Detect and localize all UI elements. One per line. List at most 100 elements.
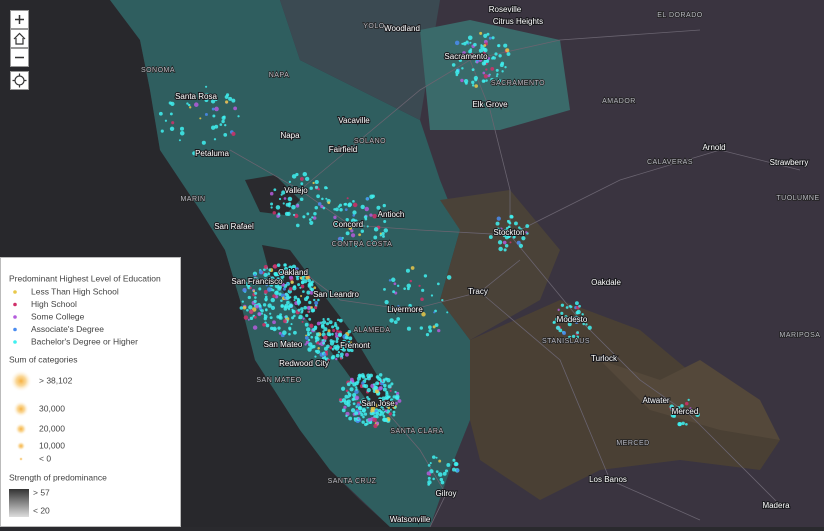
dot (301, 320, 304, 323)
dot (378, 373, 383, 377)
dot (252, 282, 256, 286)
dot (258, 270, 264, 275)
locate-icon (12, 73, 27, 88)
dot (352, 202, 358, 208)
dot (213, 138, 217, 141)
dot (498, 246, 503, 252)
dot (367, 417, 372, 422)
dot (463, 78, 469, 84)
size-label: 10,000 (39, 440, 65, 450)
dot (292, 213, 296, 217)
dot (365, 422, 369, 426)
dot (169, 126, 175, 131)
region-label: STANISLAUS (542, 338, 590, 345)
dot (231, 98, 236, 103)
dot (346, 382, 351, 387)
dot (345, 231, 350, 236)
dot (394, 390, 397, 394)
dot (317, 346, 320, 350)
dot (288, 303, 293, 308)
dot (496, 216, 501, 221)
home-icon (13, 32, 26, 45)
dot (437, 472, 443, 477)
dot (317, 202, 322, 206)
dot (290, 323, 293, 326)
dot (278, 292, 282, 296)
dot (345, 389, 349, 393)
region-label: MARIN (180, 196, 205, 203)
region-label: SOLANO (354, 138, 386, 145)
dot (314, 179, 319, 185)
dot (347, 221, 352, 227)
dot (340, 386, 346, 391)
dot (288, 275, 294, 280)
locate-button[interactable] (10, 71, 29, 90)
dot (354, 389, 359, 395)
dot (477, 53, 482, 58)
dot (309, 323, 314, 328)
dot (269, 326, 274, 331)
dot (396, 317, 401, 321)
city-label: Roseville (489, 5, 522, 14)
dot (558, 328, 563, 333)
dot (264, 295, 268, 299)
dot (557, 308, 560, 311)
dot (309, 220, 314, 226)
dot (331, 355, 336, 360)
dot (352, 200, 355, 203)
legend-swatch (13, 290, 17, 294)
dot (425, 333, 430, 337)
dot (378, 397, 382, 401)
zoom-out-button[interactable] (10, 48, 29, 67)
dot (335, 340, 339, 344)
dot (423, 274, 428, 278)
dot (335, 337, 339, 341)
dot (263, 314, 268, 319)
dot (219, 123, 223, 126)
dot (249, 316, 254, 321)
dot (291, 204, 296, 210)
city-label: Stockton (493, 228, 524, 237)
dot (460, 78, 464, 83)
home-button[interactable] (10, 29, 29, 48)
city-label: San Francisco (231, 277, 283, 286)
dot (483, 44, 487, 47)
dot (393, 282, 397, 286)
dot (273, 272, 278, 277)
dot (286, 300, 290, 305)
dot (353, 219, 358, 224)
region-label: NAPA (269, 72, 290, 79)
dot (312, 298, 316, 302)
merced-region (470, 300, 780, 500)
dot (225, 100, 229, 104)
city-label: Atwater (642, 396, 669, 405)
dot (363, 215, 368, 219)
dot (461, 42, 464, 45)
dot (446, 311, 449, 314)
dot (486, 32, 490, 36)
dot (214, 106, 219, 112)
zoom-in-button[interactable] (10, 10, 29, 29)
dot (350, 229, 354, 233)
dot (298, 316, 301, 320)
dot (306, 305, 311, 311)
dot (252, 325, 258, 330)
dot (221, 119, 225, 124)
region-label: SAN MATEO (256, 377, 301, 384)
dot (299, 286, 302, 289)
dot (277, 326, 281, 330)
dot (280, 299, 283, 302)
dot (505, 228, 509, 232)
dot (392, 413, 396, 417)
dot (354, 395, 360, 400)
dot (282, 202, 285, 205)
strength-title: Strength of predominance (9, 472, 107, 482)
dot (441, 298, 444, 302)
dot (313, 212, 317, 216)
dot (435, 470, 439, 474)
dot (247, 295, 251, 300)
dot (684, 401, 689, 406)
dot (321, 323, 325, 327)
dot (383, 410, 386, 413)
